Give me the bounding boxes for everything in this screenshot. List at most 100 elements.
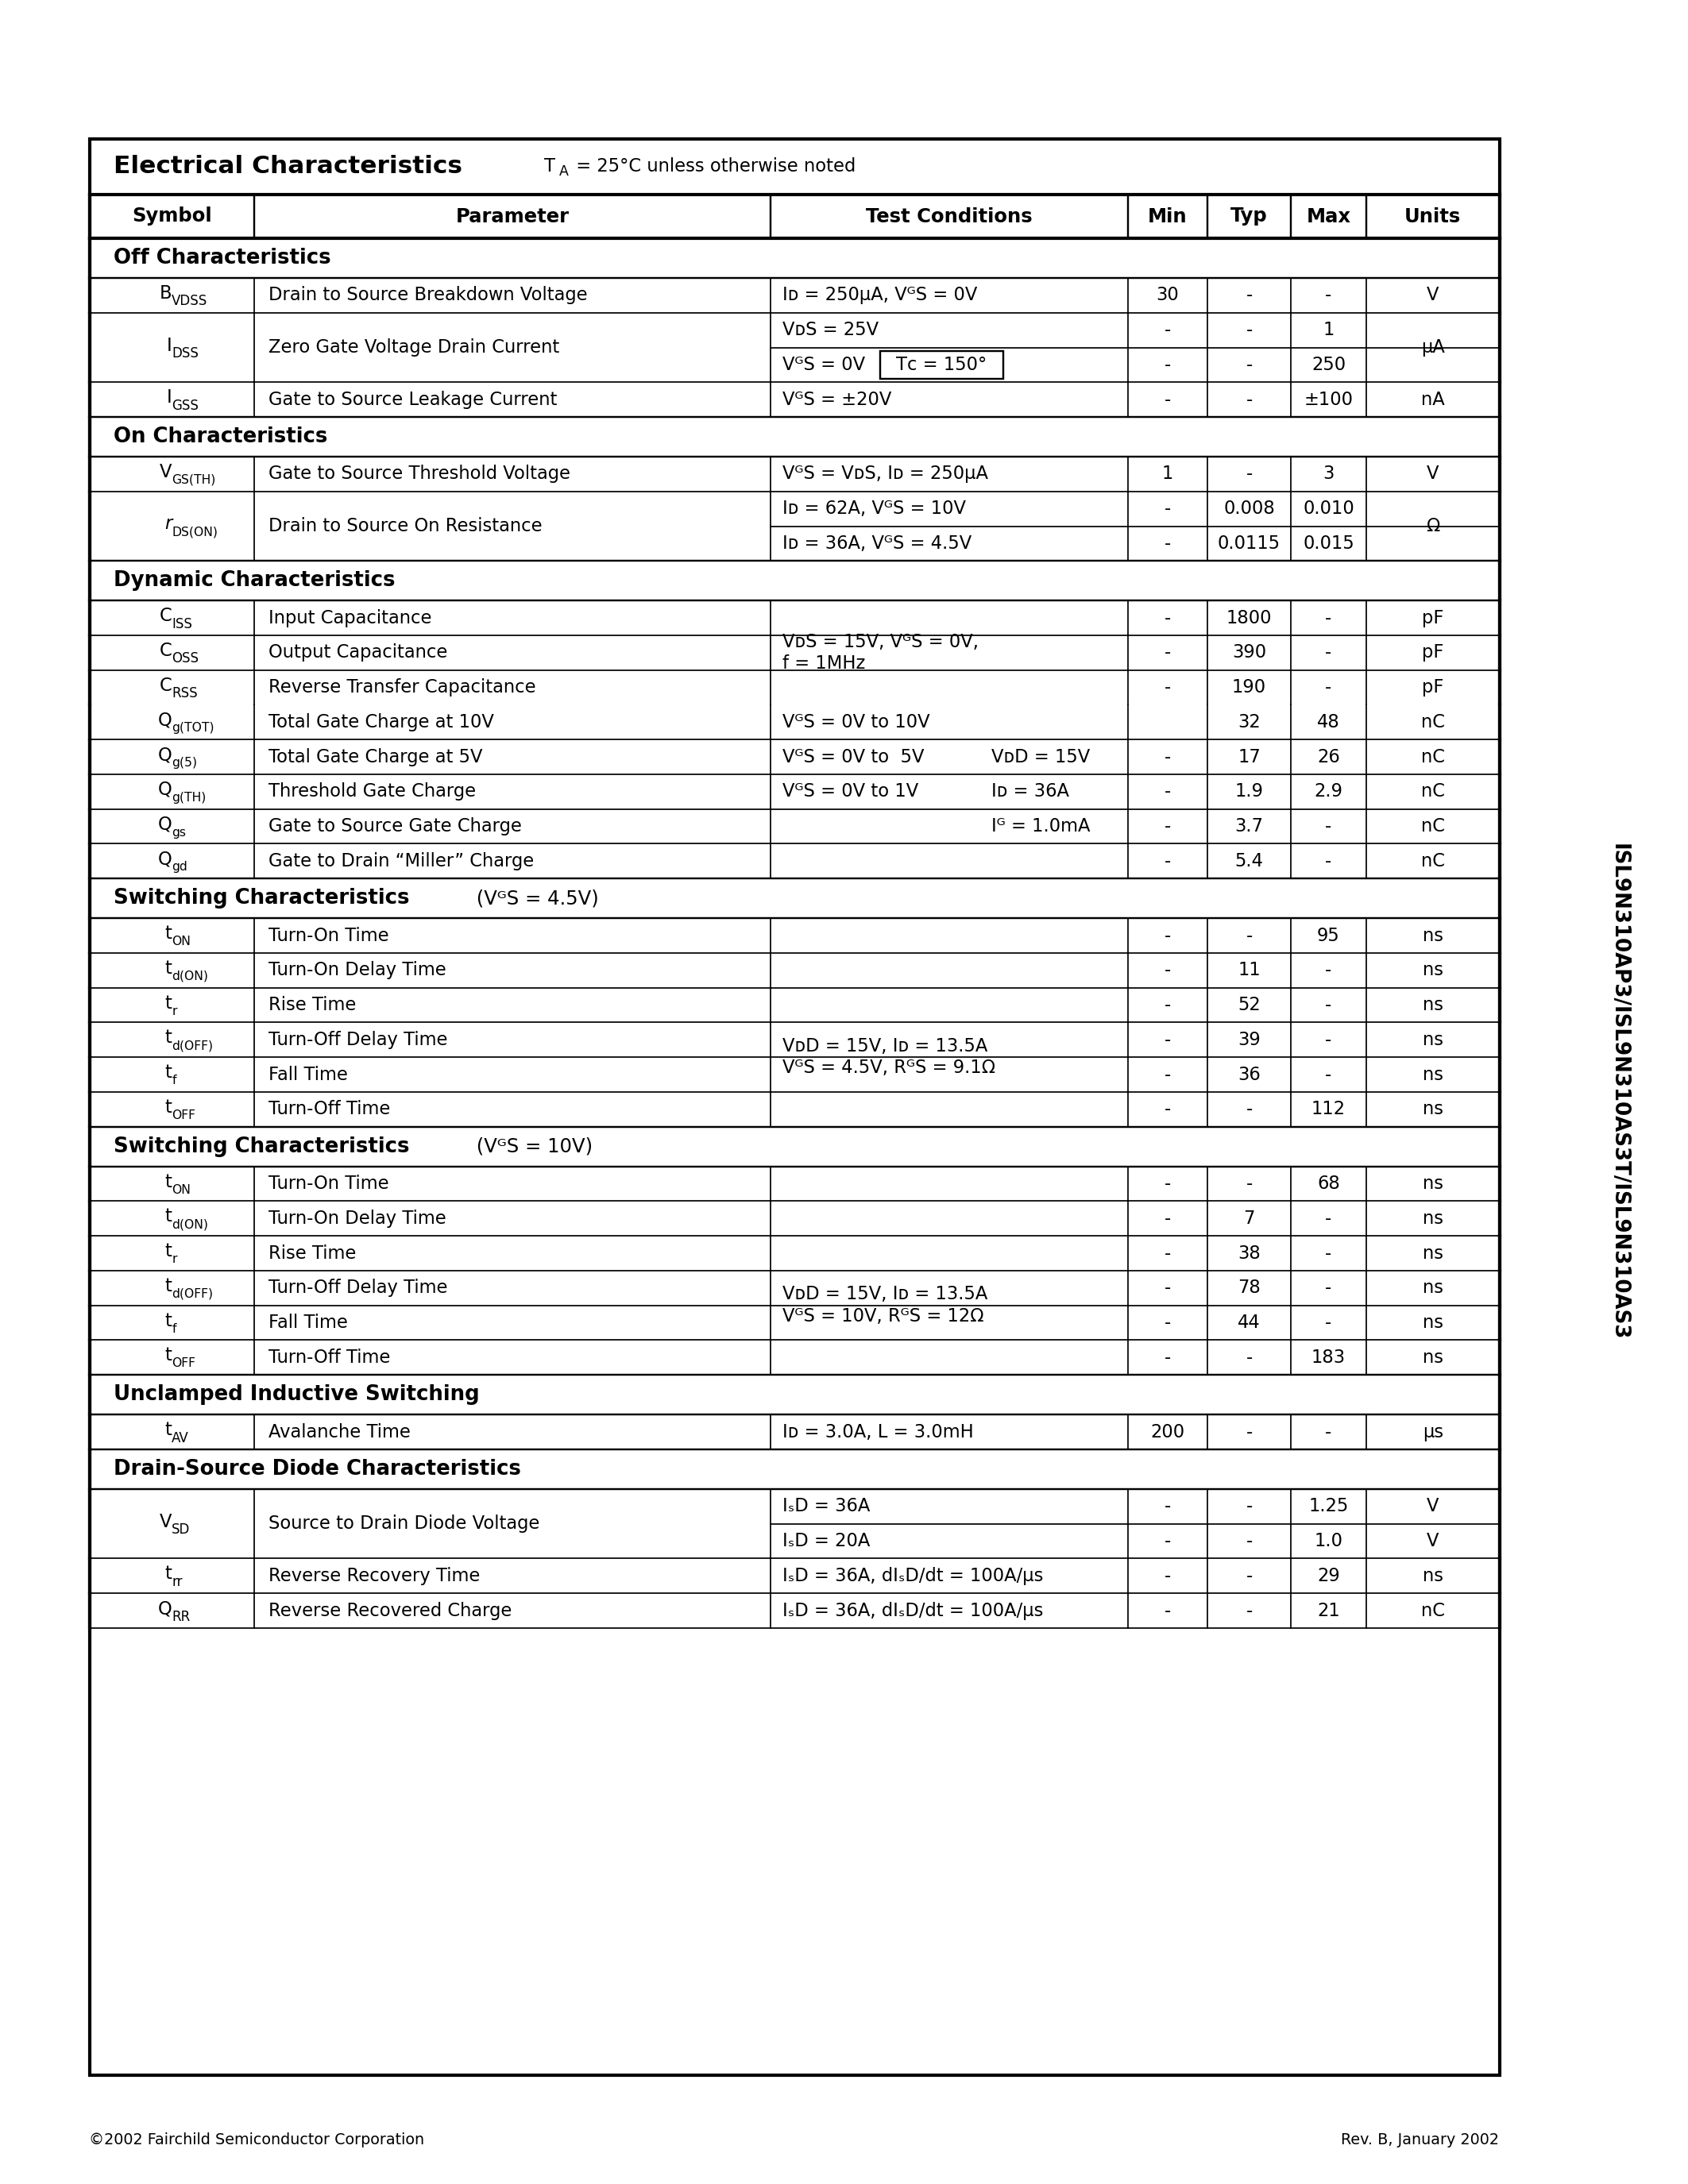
Text: g(TOT): g(TOT) [172, 723, 214, 734]
Text: OSS: OSS [172, 651, 199, 666]
Text: V: V [1426, 1531, 1438, 1551]
Text: μA: μA [1421, 339, 1445, 356]
Text: -: - [1165, 321, 1171, 339]
Text: -: - [1165, 1210, 1171, 1227]
Text: Ω: Ω [1426, 518, 1440, 535]
Text: r: r [172, 1254, 177, 1265]
Text: Iᴅ = 62A, VᴳS = 10V: Iᴅ = 62A, VᴳS = 10V [783, 500, 966, 518]
Text: 7: 7 [1244, 1210, 1254, 1227]
Text: Rise Time: Rise Time [268, 996, 356, 1013]
Text: 95: 95 [1317, 926, 1340, 946]
Text: -: - [1165, 1601, 1171, 1621]
Text: -: - [1246, 356, 1252, 373]
Text: RSS: RSS [172, 686, 197, 701]
Text: VᴳS = 0V to 1V: VᴳS = 0V to 1V [783, 782, 918, 802]
Text: t: t [165, 1243, 172, 1260]
Text: nC: nC [1421, 782, 1445, 802]
Text: -: - [1165, 996, 1171, 1013]
Text: -: - [1325, 1210, 1332, 1227]
Text: ns: ns [1423, 1566, 1443, 1586]
Text: V: V [1426, 1498, 1438, 1516]
Text: I: I [167, 336, 172, 354]
Text: 52: 52 [1237, 996, 1261, 1013]
Text: Turn-Off Time: Turn-Off Time [268, 1101, 390, 1118]
Text: -: - [1165, 535, 1171, 553]
Text: VᴳS = 0V to  5V: VᴳS = 0V to 5V [783, 747, 925, 767]
Text: -: - [1246, 926, 1252, 946]
Text: Min: Min [1148, 207, 1187, 225]
Text: A: A [559, 164, 569, 179]
Text: Symbol: Symbol [132, 207, 211, 225]
Text: (VᴳS = 4.5V): (VᴳS = 4.5V) [471, 889, 599, 909]
Text: Q: Q [157, 815, 172, 834]
Text: V: V [159, 1514, 172, 1531]
Text: 1.9: 1.9 [1236, 782, 1263, 802]
Text: 1.0: 1.0 [1315, 1531, 1344, 1551]
Text: f: f [172, 1324, 176, 1334]
Text: DS(ON): DS(ON) [172, 526, 218, 537]
Text: pF: pF [1421, 679, 1443, 697]
Text: VᴳS = 10V, RᴳS = 12Ω: VᴳS = 10V, RᴳS = 12Ω [783, 1308, 984, 1326]
Text: Total Gate Charge at 5V: Total Gate Charge at 5V [268, 747, 483, 767]
Text: ns: ns [1423, 961, 1443, 978]
Text: Gate to Source Threshold Voltage: Gate to Source Threshold Voltage [268, 465, 571, 483]
Text: t: t [165, 1029, 172, 1046]
Text: -: - [1246, 1601, 1252, 1621]
Text: Turn-On Delay Time: Turn-On Delay Time [268, 961, 446, 978]
Text: -: - [1325, 1313, 1332, 1332]
Text: Q: Q [157, 712, 172, 729]
Text: -: - [1325, 1031, 1332, 1048]
Text: Off Characteristics: Off Characteristics [113, 247, 331, 269]
Text: d(ON): d(ON) [172, 1219, 208, 1230]
Text: nC: nC [1421, 1601, 1445, 1621]
Text: pF: pF [1421, 609, 1443, 627]
Text: ns: ns [1423, 1210, 1443, 1227]
Bar [879, 352, 1003, 378]
Text: 48: 48 [1317, 712, 1340, 732]
Text: -: - [1325, 1280, 1332, 1297]
Text: -: - [1325, 679, 1332, 697]
Text: nC: nC [1421, 852, 1445, 869]
Text: -: - [1325, 1066, 1332, 1083]
Text: t: t [165, 1099, 172, 1116]
Text: OFF: OFF [172, 1358, 196, 1369]
Text: pF: pF [1421, 644, 1443, 662]
Text: -: - [1165, 500, 1171, 518]
Text: ©2002 Fairchild Semiconductor Corporation: ©2002 Fairchild Semiconductor Corporatio… [89, 2134, 425, 2147]
Text: -: - [1246, 1422, 1252, 1441]
Text: SD: SD [172, 1522, 191, 1538]
Text: Source to Drain Diode Voltage: Source to Drain Diode Voltage [268, 1516, 538, 1533]
Text: AV: AV [172, 1431, 189, 1446]
Text: C: C [159, 642, 172, 660]
Text: t: t [165, 959, 172, 978]
Text: -: - [1165, 644, 1171, 662]
Text: f: f [172, 1075, 176, 1085]
Text: ns: ns [1423, 1348, 1443, 1367]
Text: 3.7: 3.7 [1236, 817, 1263, 836]
Text: Test Conditions: Test Conditions [866, 207, 1033, 225]
Text: Avalanche Time: Avalanche Time [268, 1422, 410, 1441]
Text: -: - [1165, 817, 1171, 836]
Text: GS(TH): GS(TH) [172, 474, 216, 485]
Text: ISS: ISS [172, 616, 192, 631]
Text: = 25°C unless otherwise noted: = 25°C unless otherwise noted [571, 157, 856, 177]
Text: Max: Max [1307, 207, 1350, 225]
Text: -: - [1165, 1031, 1171, 1048]
Text: IₛD = 36A: IₛD = 36A [783, 1498, 869, 1516]
Text: T: T [544, 157, 555, 177]
Text: ns: ns [1423, 996, 1443, 1013]
Text: IₛD = 36A, dIₛD/dt = 100A/μs: IₛD = 36A, dIₛD/dt = 100A/μs [783, 1601, 1043, 1621]
Text: 44: 44 [1237, 1313, 1261, 1332]
Text: -: - [1165, 852, 1171, 869]
Text: OFF: OFF [172, 1109, 196, 1120]
Text: -: - [1325, 286, 1332, 304]
Text: VᴳS = VᴅS, Iᴅ = 250μA: VᴳS = VᴅS, Iᴅ = 250μA [783, 465, 987, 483]
Text: ON: ON [172, 935, 191, 948]
Text: On Characteristics: On Characteristics [113, 426, 327, 448]
Text: Turn-On Time: Turn-On Time [268, 1175, 388, 1192]
Text: t: t [165, 994, 172, 1011]
Text: Turn-On Delay Time: Turn-On Delay Time [268, 1210, 446, 1227]
Text: -: - [1325, 644, 1332, 662]
Text: 38: 38 [1237, 1245, 1261, 1262]
Text: 78: 78 [1237, 1280, 1261, 1297]
